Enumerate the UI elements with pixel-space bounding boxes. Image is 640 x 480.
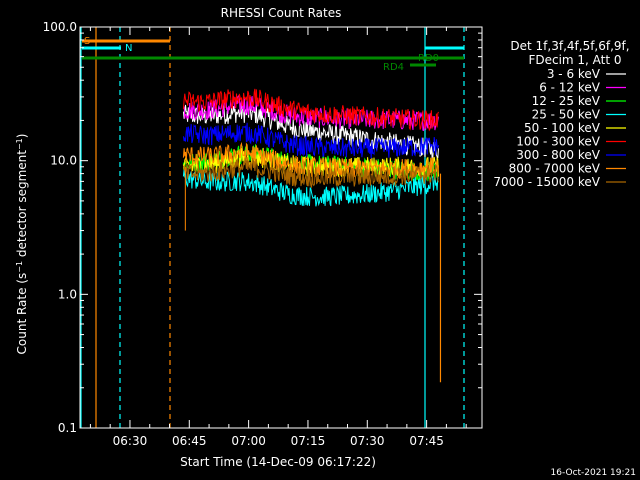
legend-label-5: 50 - 100 keV [524, 121, 601, 135]
x-axis-label: Start Time (14-Dec-09 06:17:22) [180, 455, 376, 469]
plot-frame [79, 26, 483, 429]
y-axis-label-end: ) [15, 134, 29, 139]
y-tick-label-2: 1.0 [58, 287, 77, 301]
x-tick-label-6: 07:45 [409, 434, 444, 448]
legend-label-2: 6 - 12 keV [539, 81, 601, 95]
legend-label-1: 3 - 6 keV [547, 67, 601, 81]
x-tick-label-3: 07:00 [231, 434, 266, 448]
flag-label-s: S [84, 36, 90, 47]
series-line-4 [182, 169, 439, 207]
legend-label-6: 100 - 300 keV [516, 135, 600, 149]
series-line-6 [182, 88, 439, 132]
x-tick-label-2: 06:45 [172, 434, 207, 448]
render-timestamp: 16-Oct-2021 19:21 [551, 468, 636, 478]
series-line-7 [182, 122, 439, 159]
series-line-1 [182, 103, 439, 160]
flag-label-rd0: RD0 [418, 53, 439, 64]
legend-label-8: 800 - 7000 keV [509, 162, 601, 176]
x-tick-label-5: 07:30 [350, 434, 385, 448]
series-line-9 [182, 157, 439, 189]
x-tick-label-1: 06:30 [113, 434, 148, 448]
chart-title: RHESSI Count Rates [221, 6, 342, 20]
series-line-8 [182, 141, 439, 180]
legend-label-3: 12 - 25 keV [532, 94, 601, 108]
y-axis-label-exp2: −1 [15, 138, 24, 150]
flag-label-rd4: RD4 [383, 62, 404, 73]
x-tick-label-4: 07:15 [291, 434, 326, 448]
legend-label-7: 300 - 800 keV [516, 148, 600, 162]
y-axis-label: Count Rate (s−1 detector segment−1) [15, 134, 29, 355]
legend-header-line-1: Det 1f,3f,4f,5f,6f,9f, [510, 39, 629, 53]
flag-label-n: N [125, 43, 132, 54]
legend-label-4: 25 - 50 keV [532, 108, 601, 122]
legend-label-9: 7000 - 15000 keV [493, 175, 600, 189]
y-axis-label-exp1: −1 [15, 261, 24, 273]
y-axis-label-base: Count Rate (s [15, 273, 29, 355]
legend-header-line-2: FDecim 1, Att 0 [528, 53, 621, 67]
y-tick-label-4: 100.0 [43, 20, 77, 34]
y-axis-label-mid: detector segment [15, 150, 29, 261]
y-tick-label-3: 10.0 [50, 154, 77, 168]
y-tick-label-1: 0.1 [58, 421, 77, 435]
